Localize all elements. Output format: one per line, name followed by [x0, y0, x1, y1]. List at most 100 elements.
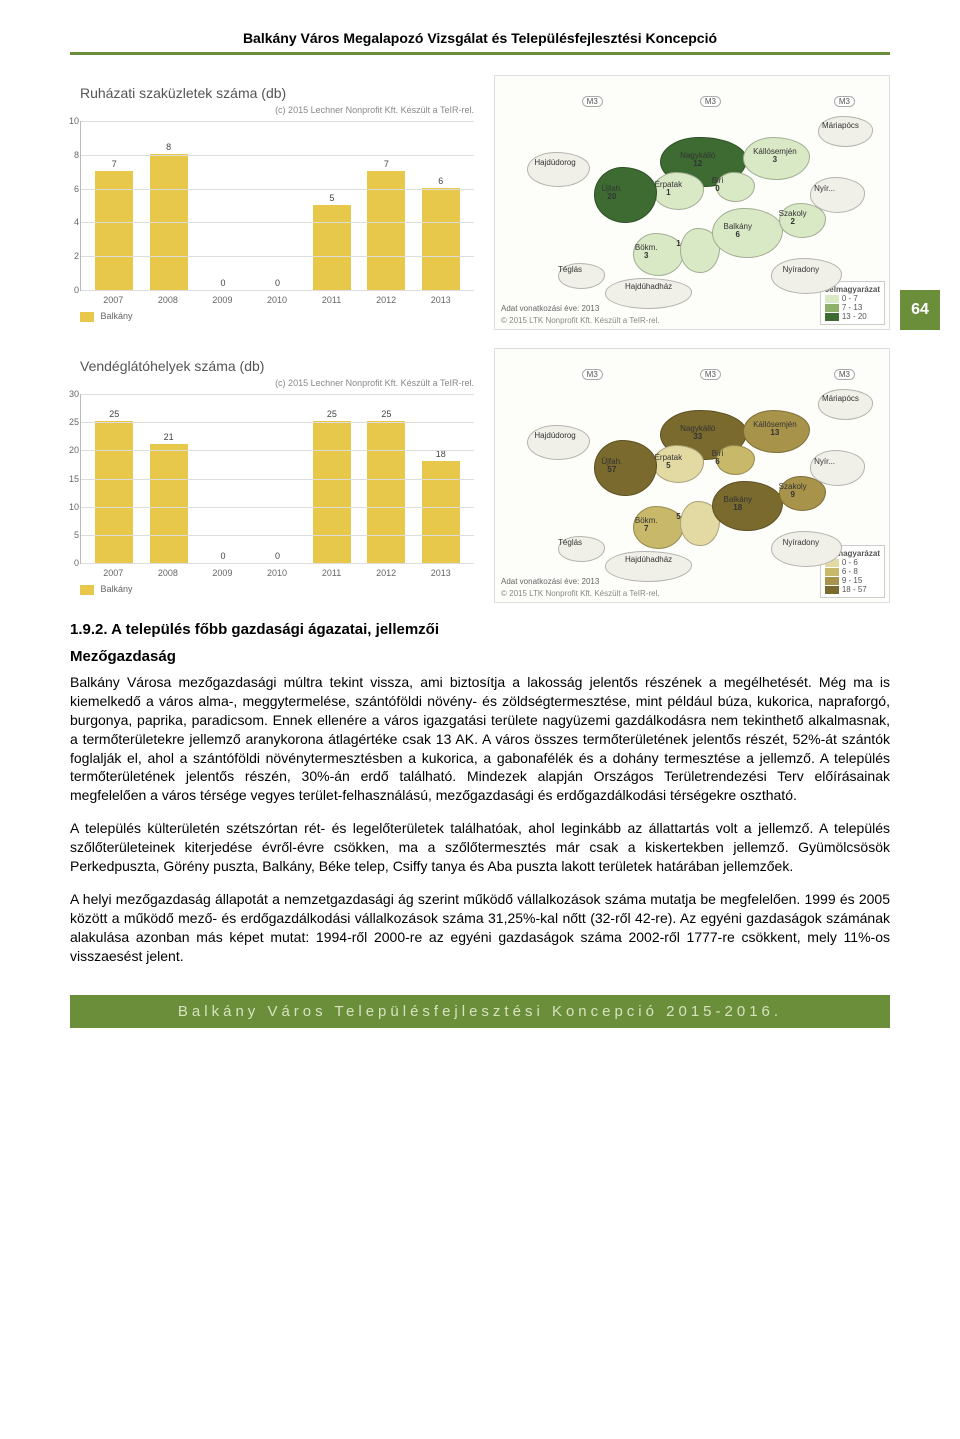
map-region-label: Hajdúhadház — [625, 556, 672, 564]
map-legend-range: 18 - 57 — [842, 585, 867, 594]
y-tick: 5 — [74, 530, 79, 540]
map-legend-swatch — [825, 304, 839, 312]
map-region-label: 1 — [676, 240, 680, 248]
x-tick: 2011 — [304, 295, 359, 305]
x-tick: 2011 — [304, 568, 359, 578]
grid-line — [81, 535, 474, 536]
y-tick: 20 — [69, 445, 79, 455]
map-legend-range: 7 - 13 — [842, 303, 862, 312]
chart1-legend-swatch — [80, 312, 94, 322]
map-region-label: Szakoly9 — [779, 483, 807, 499]
map-legend-row: 7 - 13 — [825, 303, 880, 312]
map-region-label: Szakoly2 — [779, 210, 807, 226]
map-region-label: Bökm.3 — [635, 244, 658, 260]
road-badge: M3 — [582, 369, 603, 380]
map-legend-swatch — [825, 295, 839, 303]
grid-line — [81, 155, 474, 156]
grid-line — [81, 479, 474, 480]
chart2-grid — [81, 394, 474, 563]
map-legend-range: 0 - 7 — [842, 294, 858, 303]
map-region-label: Téglás — [558, 266, 582, 274]
x-tick: 2007 — [86, 295, 141, 305]
x-tick: 2008 — [141, 295, 196, 305]
grid-line — [81, 563, 474, 564]
grid-line — [81, 290, 474, 291]
section-number: 1.9.2. A település főbb gazdasági ágazat… — [70, 621, 890, 638]
map-legend-row: 6 - 8 — [825, 567, 880, 576]
map-region-label: 5 — [676, 513, 680, 521]
chart2-credit: (c) 2015 Lechner Nonprofit Kft. Készült … — [80, 378, 474, 388]
chart2-legend: Balkány — [80, 584, 133, 595]
paragraph-3: A helyi mezőgazdaság állapotát a nemzetg… — [70, 890, 890, 966]
map-region-label: Hajdúdorog — [534, 159, 575, 167]
chart1-xlabels: 2007200820092010201120122013 — [80, 291, 474, 305]
map-region-label: Újfah.57 — [601, 458, 622, 474]
map-region-label: Kállósemjén3 — [753, 148, 797, 164]
chart1-legend-label: Balkány — [101, 311, 133, 321]
map-region-label: Nyíradony — [783, 266, 819, 274]
y-tick: 0 — [74, 285, 79, 295]
map-legend-range: 13 - 20 — [842, 312, 867, 321]
map-region — [810, 450, 865, 485]
footer-bar: Balkány Város Településfejlesztési Konce… — [70, 995, 890, 1028]
map-region-label: Nyír... — [814, 458, 835, 466]
map-legend-range: 6 - 8 — [842, 567, 858, 576]
map-region-label: Téglás — [558, 539, 582, 547]
y-tick: 2 — [74, 251, 79, 261]
map-region-label: Máriapócs — [822, 122, 859, 130]
map-region-label: Biri6 — [712, 450, 724, 466]
map-legend-swatch — [825, 568, 839, 576]
road-badge: M3 — [834, 369, 855, 380]
map-legend-range: 0 - 6 — [842, 558, 858, 567]
map-legend-range: 9 - 15 — [842, 576, 862, 585]
map-region-label: Balkány18 — [724, 496, 752, 512]
y-tick: 15 — [69, 474, 79, 484]
paragraph-1: Balkány Városa mezőgazdasági múltra teki… — [70, 673, 890, 805]
map-region-label: Balkány6 — [724, 223, 752, 239]
row-1: Ruházati szaküzletek száma (db) (c) 2015… — [70, 75, 890, 330]
grid-line — [81, 394, 474, 395]
x-tick: 2013 — [413, 568, 468, 578]
map-region-label: Érpatak1 — [655, 181, 683, 197]
map2-credit: © 2015 LTK Nonprofit Kft. Készült a TeIR… — [501, 589, 660, 598]
map-region — [771, 531, 842, 566]
road-badge: M3 — [700, 369, 721, 380]
row-2: Vendéglátóhelyek száma (db) (c) 2015 Lec… — [70, 348, 890, 603]
chart2-canvas: 051015202530 252100252518 — [80, 394, 474, 564]
map-region-label: Bökm.7 — [635, 517, 658, 533]
map-region-label: Nyíradony — [783, 539, 819, 547]
chart2-box: Vendéglátóhelyek száma (db) (c) 2015 Lec… — [70, 348, 484, 603]
map-legend-row: 9 - 15 — [825, 576, 880, 585]
road-badge: M3 — [834, 96, 855, 107]
map-region-label: Érpatak5 — [655, 454, 683, 470]
map-region — [771, 258, 842, 293]
chart2-xlabels: 2007200820092010201120122013 — [80, 564, 474, 578]
grid-line — [81, 222, 474, 223]
chart1-box: Ruházati szaküzletek száma (db) (c) 2015… — [70, 75, 484, 330]
chart2-title: Vendéglátóhelyek száma (db) — [80, 358, 474, 374]
chart1-ylabels: 0246810 — [63, 121, 79, 290]
map-region-label: Biri0 — [712, 177, 724, 193]
chart1-title: Ruházati szaküzletek száma (db) — [80, 85, 474, 101]
map2-year: Adat vonatkozási éve: 2013 — [501, 577, 599, 586]
y-tick: 10 — [69, 116, 79, 126]
map2-box: Adat vonatkozási éve: 2013 © 2015 LTK No… — [494, 348, 890, 603]
grid-line — [81, 422, 474, 423]
map-region-label: Újfah.20 — [601, 185, 622, 201]
grid-line — [81, 450, 474, 451]
map-legend-row: 0 - 7 — [825, 294, 880, 303]
map-region-label: Kállósemjén13 — [753, 421, 797, 437]
map-legend-swatch — [825, 577, 839, 585]
map-region-label: Nagykálló12 — [680, 152, 715, 168]
section-subheading: Mezőgazdaság — [70, 648, 890, 665]
x-tick: 2010 — [250, 568, 305, 578]
x-tick: 2008 — [141, 568, 196, 578]
y-tick: 25 — [69, 417, 79, 427]
y-tick: 30 — [69, 389, 79, 399]
map-region-label: Nyír... — [814, 185, 835, 193]
y-tick: 4 — [74, 217, 79, 227]
map-legend-swatch — [825, 313, 839, 321]
chart1-grid — [81, 121, 474, 290]
grid-line — [81, 189, 474, 190]
chart1-canvas: 0246810 7800576 — [80, 121, 474, 291]
